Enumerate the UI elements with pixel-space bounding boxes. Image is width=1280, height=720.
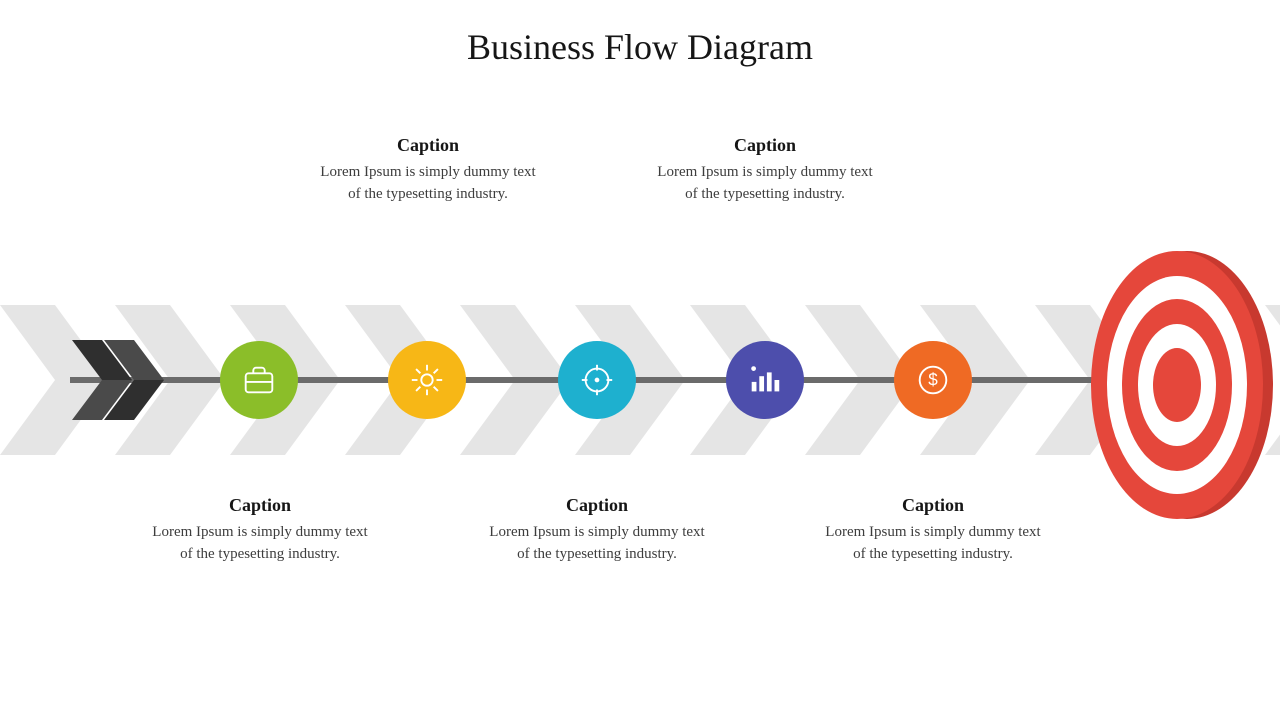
step-1 <box>220 341 298 419</box>
bullseye-target-icon <box>1075 245 1275 525</box>
caption-title: Caption <box>650 135 880 156</box>
caption-top-1: Caption Lorem Ipsum is simply dummy text… <box>313 135 543 206</box>
caption-body: Lorem Ipsum is simply dummy text of the … <box>650 162 880 206</box>
gear-icon <box>408 361 446 399</box>
dart-fletching-icon <box>72 340 192 420</box>
caption-body: Lorem Ipsum is simply dummy text of the … <box>482 522 712 566</box>
dollar-icon: $ <box>914 361 952 399</box>
caption-top-2: Caption Lorem Ipsum is simply dummy text… <box>650 135 880 206</box>
slide: Business Flow Diagram <box>0 0 1280 720</box>
caption-body: Lorem Ipsum is simply dummy text of the … <box>313 162 543 206</box>
caption-bottom-1: Caption Lorem Ipsum is simply dummy text… <box>145 495 375 566</box>
step-4 <box>726 341 804 419</box>
caption-title: Caption <box>482 495 712 516</box>
step-5: $ <box>894 341 972 419</box>
caption-bottom-3: Caption Lorem Ipsum is simply dummy text… <box>818 495 1048 566</box>
caption-bottom-2: Caption Lorem Ipsum is simply dummy text… <box>482 495 712 566</box>
caption-body: Lorem Ipsum is simply dummy text of the … <box>818 522 1048 566</box>
svg-text:$: $ <box>928 371 938 390</box>
target-icon <box>578 361 616 399</box>
briefcase-icon <box>240 361 278 399</box>
step-3 <box>558 341 636 419</box>
step-2 <box>388 341 466 419</box>
caption-title: Caption <box>313 135 543 156</box>
bar-chart-icon <box>746 361 784 399</box>
caption-body: Lorem Ipsum is simply dummy text of the … <box>145 522 375 566</box>
caption-title: Caption <box>145 495 375 516</box>
page-title: Business Flow Diagram <box>0 26 1280 68</box>
caption-title: Caption <box>818 495 1048 516</box>
